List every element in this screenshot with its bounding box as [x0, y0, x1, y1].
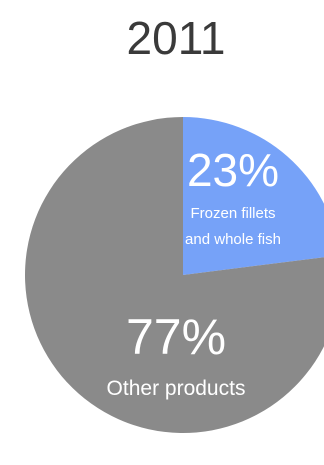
chart-title: 2011 [127, 12, 226, 64]
pie-slice-other-products [25, 117, 324, 433]
pie-slice-frozen-fillets [183, 117, 324, 275]
pie-labels: 23% Frozen fillets and whole fish 77% Other … [107, 144, 281, 400]
slice-value-label: 77% [126, 309, 226, 365]
pie-slices [25, 117, 324, 433]
slice-name-label: Other products [107, 377, 246, 400]
slice-name-label: and whole fish [185, 231, 281, 248]
slice-value-label: 23% [187, 144, 279, 196]
slice-name-label: Frozen fillets [190, 205, 275, 222]
